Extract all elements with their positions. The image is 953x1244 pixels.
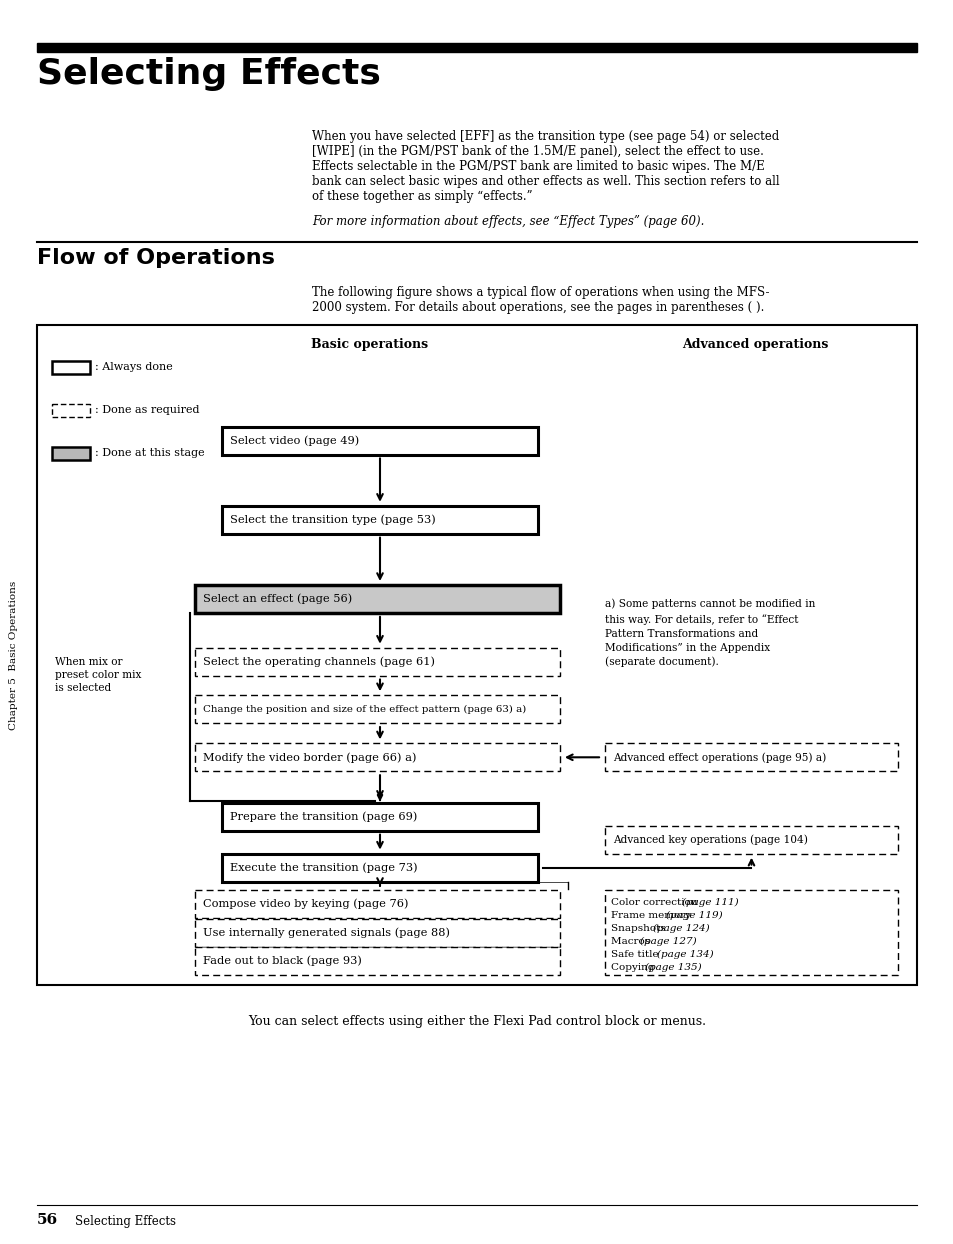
Text: of these together as simply “effects.”: of these together as simply “effects.” (312, 190, 532, 203)
Bar (52, 404, 90, 417)
Text: You can select effects using either the Flexi Pad control block or menus.: You can select effects using either the … (248, 1015, 705, 1028)
Text: For more information about effects, see “Effect Types” (page 60).: For more information about effects, see … (312, 215, 703, 228)
Text: Execute the transition (page 73): Execute the transition (page 73) (230, 862, 417, 873)
Text: Color correction: Color correction (610, 898, 700, 907)
Bar (37, 325, 916, 985)
Text: Select an effect (page 56): Select an effect (page 56) (203, 593, 352, 605)
Text: Use internally generated signals (page 88): Use internally generated signals (page 8… (203, 928, 450, 938)
Bar (194, 585, 559, 613)
Text: Compose video by keying (page 76): Compose video by keying (page 76) (203, 898, 408, 909)
Text: Copying: Copying (610, 963, 657, 972)
Text: [WIPE] (in the PGM/PST bank of the 1.5M/E panel), select the effect to use.: [WIPE] (in the PGM/PST bank of the 1.5M/… (312, 146, 763, 158)
Bar (222, 427, 537, 454)
Text: The following figure shows a typical flow of operations when using the MFS-: The following figure shows a typical flo… (312, 286, 769, 299)
Text: (page 134): (page 134) (657, 950, 713, 959)
Bar (194, 947, 559, 974)
Text: Modify the video border (page 66) a): Modify the video border (page 66) a) (203, 753, 416, 763)
Text: (page 124): (page 124) (652, 924, 709, 933)
Text: Prepare the transition (page 69): Prepare the transition (page 69) (230, 811, 417, 822)
Text: Flow of Operations: Flow of Operations (37, 248, 274, 267)
Text: Safe title: Safe title (610, 950, 661, 959)
Text: Frame memory: Frame memory (610, 911, 694, 919)
Bar (222, 802, 537, 831)
Bar (222, 506, 537, 534)
Text: a) Some patterns cannot be modified in
this way. For details, refer to “Effect
P: a) Some patterns cannot be modified in t… (604, 598, 815, 668)
Text: : Always done: : Always done (95, 362, 172, 372)
Bar (194, 744, 559, 771)
Text: Advanced key operations (page 104): Advanced key operations (page 104) (613, 835, 807, 845)
Bar (604, 826, 897, 853)
Bar (194, 919, 559, 947)
Text: Advanced effect operations (page 95) a): Advanced effect operations (page 95) a) (613, 753, 825, 763)
Text: 56: 56 (37, 1213, 58, 1227)
Text: Advanced operations: Advanced operations (681, 338, 827, 351)
Text: Select the transition type (page 53): Select the transition type (page 53) (230, 515, 436, 525)
Bar (194, 889, 559, 918)
Bar (194, 648, 559, 675)
Text: (page 127): (page 127) (639, 937, 697, 945)
Bar (604, 744, 897, 771)
Text: When mix or
preset color mix
is selected: When mix or preset color mix is selected (55, 657, 141, 693)
Bar (52, 361, 90, 374)
Text: Snapshots: Snapshots (610, 924, 668, 933)
Text: Change the position and size of the effect pattern (page 63) a): Change the position and size of the effe… (203, 704, 526, 714)
Text: Fade out to black (page 93): Fade out to black (page 93) (203, 955, 361, 965)
Text: : Done at this stage: : Done at this stage (95, 448, 204, 458)
Text: Macros: Macros (610, 937, 653, 945)
Text: Selecting Effects: Selecting Effects (37, 57, 380, 91)
Text: Effects selectable in the PGM/PST bank are limited to basic wipes. The M/E: Effects selectable in the PGM/PST bank a… (312, 160, 764, 173)
Text: Basic operations: Basic operations (311, 338, 428, 351)
Text: (page 111): (page 111) (681, 898, 739, 907)
Text: Select video (page 49): Select video (page 49) (230, 435, 359, 445)
Text: : Done as required: : Done as required (95, 406, 199, 415)
Text: bank can select basic wipes and other effects as well. This section refers to al: bank can select basic wipes and other ef… (312, 175, 779, 188)
Text: When you have selected [EFF] as the transition type (see page 54) or selected: When you have selected [EFF] as the tran… (312, 131, 779, 143)
Bar (222, 853, 537, 882)
Text: Select the operating channels (page 61): Select the operating channels (page 61) (203, 657, 435, 667)
Bar (52, 447, 90, 460)
Text: (page 135): (page 135) (644, 963, 700, 972)
Bar (194, 695, 559, 723)
Text: 2000 system. For details about operations, see the pages in parentheses ( ).: 2000 system. For details about operation… (312, 301, 763, 313)
Text: (page 119): (page 119) (665, 911, 721, 921)
Text: Selecting Effects: Selecting Effects (75, 1215, 175, 1228)
Text: Chapter 5  Basic Operations: Chapter 5 Basic Operations (10, 581, 18, 730)
Bar (37, 44, 916, 52)
Bar (604, 889, 897, 974)
